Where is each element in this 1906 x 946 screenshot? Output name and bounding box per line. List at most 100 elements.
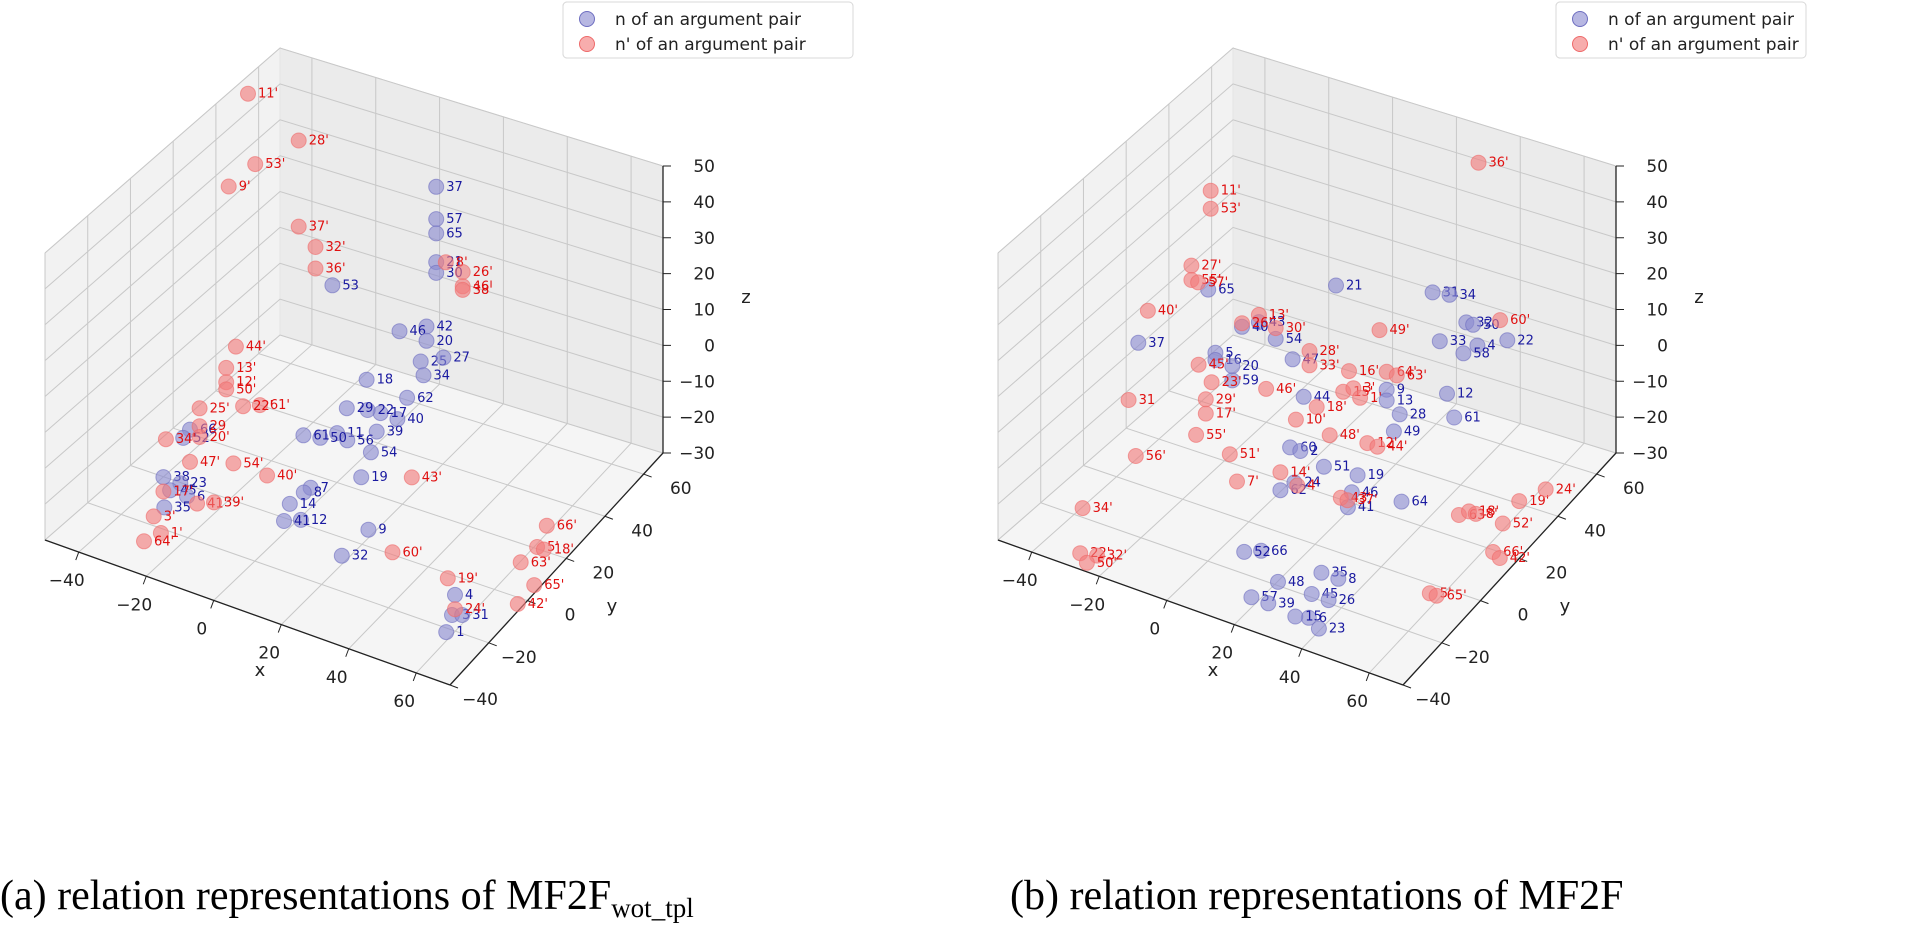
point-red-31: [1120, 392, 1137, 408]
caption-b-text: (b) relation representations of MF2F: [1010, 873, 1624, 919]
y-tick: [643, 473, 652, 478]
point-label-red: 32': [326, 240, 346, 255]
legend-marker-blue: [579, 11, 595, 27]
legend-label-red: n' of an argument pair: [615, 35, 806, 55]
point-label-red: 11': [1221, 184, 1241, 199]
point-label-red: 53': [265, 157, 285, 172]
y-tick-label: 60: [1623, 479, 1645, 499]
point-red-53': [247, 156, 264, 173]
point-label-blue: 1: [456, 625, 464, 640]
point-label-red: 19': [458, 571, 478, 586]
point-label-blue: 39: [1278, 596, 1295, 611]
scatter-3d-chart-b: −40 −20 0 20 40 60 −40 −20 0 20 40 60 −30 −20 −10 0 10 20…: [997, 1, 1807, 712]
point-blue-28: [1391, 406, 1408, 423]
point-label-red: 36': [1489, 156, 1509, 171]
point-label-blue: 62: [417, 391, 434, 406]
point-label-blue: 5: [1225, 346, 1233, 361]
point-blue-45: [1303, 586, 1320, 602]
point-label-red: 11': [258, 87, 278, 102]
point-red-45': [1190, 356, 1207, 373]
point-label-red: 33': [1320, 358, 1340, 373]
point-red-40': [259, 467, 276, 484]
y-axis-label: y: [607, 596, 618, 617]
point-blue-13: [1378, 392, 1395, 409]
point-label-red: 1': [171, 526, 183, 541]
point-label-red: 66': [557, 519, 577, 534]
x-tick: [210, 600, 215, 609]
caption-a-subscript: wot_tpl: [611, 893, 694, 923]
point-red-19': [1511, 493, 1528, 510]
point-label-blue: 49: [1404, 424, 1421, 439]
point-label-red: 32': [1107, 549, 1127, 564]
z-axis-label: z: [741, 287, 750, 308]
point-label-blue: 40: [407, 412, 424, 427]
point-label-red: 40': [1158, 304, 1178, 319]
z-tick-label: 10: [693, 301, 715, 321]
x-tick: [1095, 576, 1100, 585]
x-axis-label: x: [255, 660, 266, 681]
scatter-3d-chart-a: −40 −20 0 20 40 60 −40 −20 0 20 40 60 −30 −20 −10 0 10 20…: [44, 1, 854, 712]
point-label-blue: 48: [1288, 575, 1305, 590]
point-blue-34: [1441, 286, 1458, 303]
point-label-red: 5': [547, 540, 559, 555]
point-blue-18: [358, 371, 375, 388]
point-label-blue: 65: [446, 226, 463, 241]
y-axis-line: [1402, 452, 1617, 686]
gridline-y: [172, 141, 567, 559]
point-label-red: 54': [243, 456, 263, 471]
point-label-blue: 12: [1457, 387, 1474, 402]
point-label-red: 66': [1503, 545, 1523, 560]
point-blue-2: [1292, 443, 1309, 459]
point-red-8': [437, 254, 454, 271]
point-label-red: 19': [1529, 494, 1549, 509]
point-label-blue: 31: [472, 608, 489, 623]
point-label-red: 13': [1269, 308, 1289, 323]
point-label-red: 55': [1206, 428, 1226, 443]
point-label-red: 29': [1216, 392, 1236, 407]
x-tick-label: 20: [1211, 644, 1233, 664]
point-blue-8: [1330, 570, 1347, 587]
point-blue-49: [1385, 423, 1402, 440]
point-label-blue: 41: [294, 514, 311, 529]
gridline-y: [1082, 178, 1481, 602]
caption-a-text: (a) relation representations of MF2F: [0, 873, 612, 919]
point-red-28': [1301, 343, 1318, 359]
gridline-x: [415, 156, 632, 674]
point-blue-57: [428, 211, 445, 228]
y-tick-label: −20: [1454, 648, 1490, 668]
point-red-27': [1183, 257, 1200, 274]
point-blue-4: [447, 586, 463, 603]
point-label-blue: 50: [330, 431, 347, 446]
point-label-blue: 13: [1397, 394, 1414, 409]
point-red-7': [1229, 473, 1245, 490]
gridline-z: [997, 83, 1617, 290]
y-tick-label: 20: [1546, 563, 1568, 583]
y-tick: [1480, 600, 1489, 605]
point-blue-58: [1455, 345, 1472, 362]
point-label-blue: 37: [1148, 336, 1165, 351]
point-label-red: 36': [326, 262, 346, 277]
point-label-blue: 20: [1242, 359, 1259, 374]
point-label-blue: 14: [300, 497, 317, 512]
point-blue-29: [338, 400, 355, 417]
point-blue-30: [428, 264, 445, 281]
point-label-blue: 2: [1310, 444, 1318, 459]
point-label-red: 26': [1252, 316, 1272, 331]
x-tick-label: −20: [116, 595, 152, 615]
point-label-red: 65': [544, 578, 564, 593]
point-label-red: 60': [1510, 313, 1530, 328]
point-blue-31: [1424, 284, 1441, 301]
point-label-blue: 61: [313, 428, 330, 443]
point-label-blue: 37: [446, 180, 463, 195]
point-label-blue: 57: [446, 212, 463, 227]
point-blue-53: [324, 277, 341, 294]
point-blue-56: [339, 432, 356, 449]
legend-label-red: n' of an argument pair: [1608, 35, 1799, 55]
point-red-53': [1202, 200, 1219, 217]
gridline-x: [1301, 136, 1521, 650]
point-label-red: 18': [1479, 505, 1499, 520]
point-label-red: 3': [1363, 381, 1375, 396]
gridline-y: [215, 103, 606, 517]
point-red-8': [1467, 505, 1484, 522]
point-blue-46: [391, 323, 408, 340]
